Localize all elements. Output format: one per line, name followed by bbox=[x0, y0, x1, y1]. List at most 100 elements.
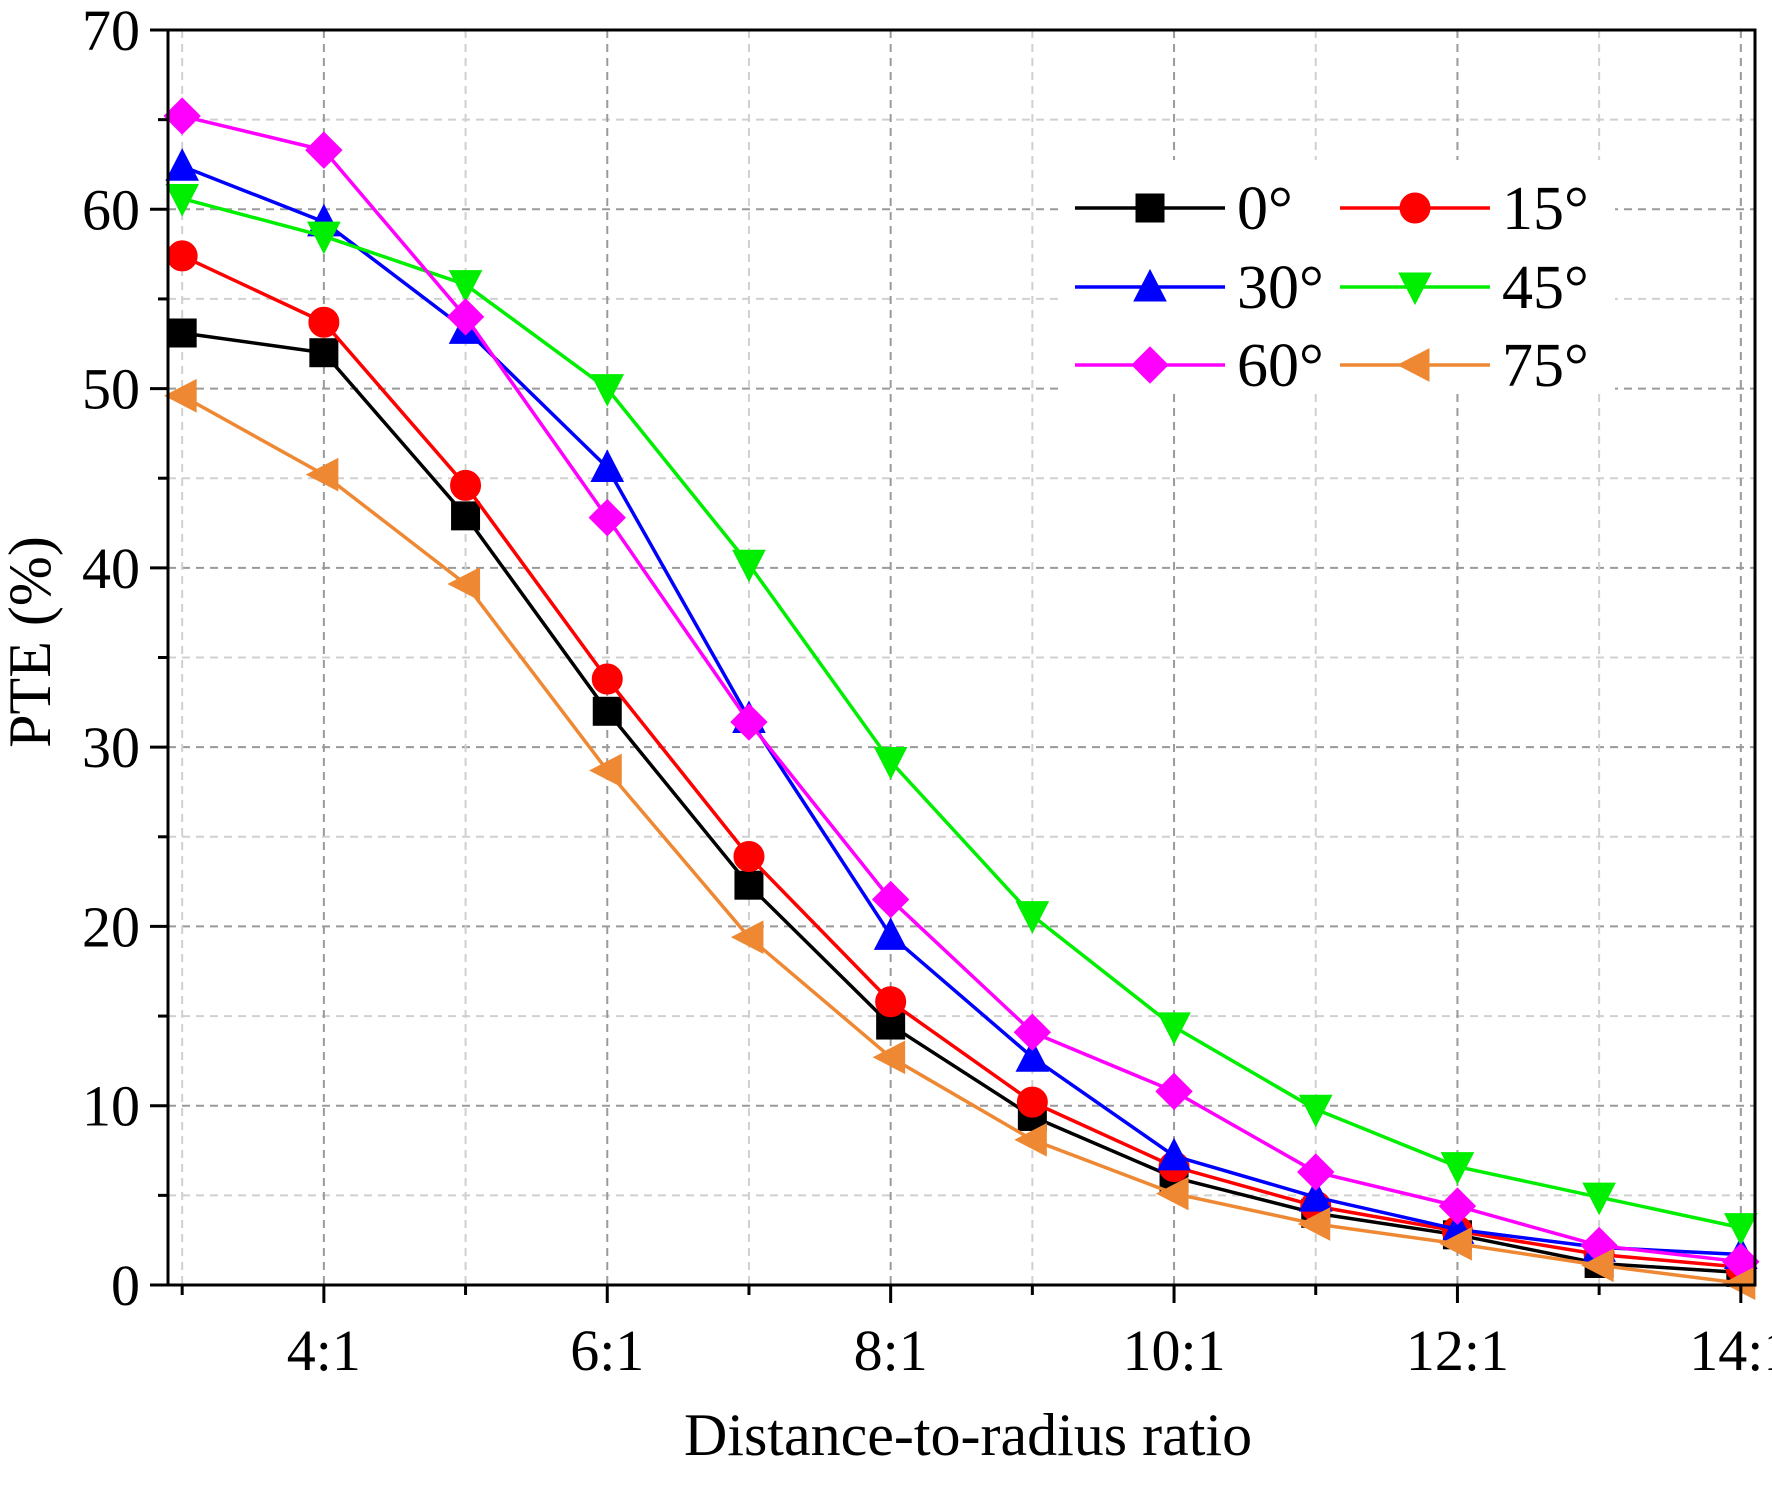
data-point bbox=[309, 338, 339, 368]
data-point bbox=[730, 920, 764, 955]
legend-label: 30° bbox=[1237, 254, 1324, 322]
y-tick-label: 10 bbox=[82, 1074, 140, 1139]
y-tick-label: 40 bbox=[82, 536, 140, 601]
x-tick-label: 12:1 bbox=[1406, 1318, 1509, 1383]
legend-marker bbox=[1398, 272, 1432, 306]
data-point bbox=[305, 457, 339, 492]
y-axis-title: PTE (%) bbox=[0, 536, 63, 748]
data-point bbox=[872, 1040, 906, 1075]
legend-marker bbox=[1133, 268, 1167, 302]
data-point bbox=[1157, 1012, 1191, 1045]
y-axis-ticks: 0 10 20 30 40 50 60 70 bbox=[82, 0, 168, 1318]
data-point bbox=[448, 270, 483, 303]
data-point bbox=[446, 298, 485, 336]
data-point bbox=[1155, 1072, 1193, 1111]
data-point bbox=[307, 221, 341, 255]
data-point bbox=[1157, 1137, 1191, 1171]
data-point bbox=[588, 498, 626, 537]
data-point bbox=[1298, 1179, 1333, 1212]
data-point bbox=[873, 917, 908, 950]
data-point bbox=[447, 567, 481, 601]
x-tick-label: 6:1 bbox=[570, 1318, 644, 1383]
y-tick-label: 60 bbox=[82, 177, 140, 242]
x-axis-title: Distance-to-radius ratio bbox=[684, 1402, 1252, 1468]
legend-item: 30° bbox=[1075, 254, 1324, 322]
series-line bbox=[181, 114, 1742, 1264]
data-point bbox=[589, 753, 622, 788]
series-line bbox=[181, 331, 1741, 1275]
data-point bbox=[1015, 901, 1050, 934]
data-point bbox=[590, 374, 625, 407]
y-tick-label: 0 bbox=[111, 1253, 140, 1318]
y-tick-label: 70 bbox=[82, 0, 140, 63]
data-point bbox=[1440, 1152, 1475, 1185]
data-point bbox=[1581, 1248, 1614, 1283]
y-tick-label: 50 bbox=[82, 357, 140, 422]
x-tick-label: 14:1 bbox=[1689, 1318, 1772, 1383]
legend-marker bbox=[1131, 346, 1169, 384]
legend-item: 60° bbox=[1075, 332, 1324, 400]
data-point bbox=[164, 378, 197, 413]
data-point bbox=[875, 986, 907, 1018]
data-point bbox=[1582, 1182, 1616, 1216]
series-5 bbox=[164, 378, 1756, 1301]
x-tick-label: 10:1 bbox=[1122, 1318, 1225, 1383]
series-line bbox=[181, 164, 1741, 1257]
legend-label: 15° bbox=[1502, 175, 1589, 243]
y-tick-label: 30 bbox=[82, 715, 140, 780]
series-3 bbox=[165, 184, 1758, 1246]
series-line bbox=[181, 254, 1741, 1269]
data-point bbox=[730, 703, 768, 741]
data-point bbox=[1016, 1086, 1048, 1118]
data-point bbox=[163, 97, 201, 135]
data-point bbox=[1013, 1013, 1052, 1051]
legend-label: 45° bbox=[1502, 254, 1589, 322]
data-point bbox=[590, 449, 625, 482]
data-point bbox=[1015, 1039, 1050, 1072]
data-point bbox=[308, 306, 340, 338]
data-point bbox=[451, 501, 481, 531]
data-point bbox=[1297, 1153, 1335, 1191]
data-point bbox=[734, 870, 764, 900]
data-point bbox=[732, 549, 766, 583]
legend: 0° 15° 30° 45° 60° 75° bbox=[1060, 160, 1615, 400]
series-line bbox=[181, 394, 1742, 1285]
series-4 bbox=[163, 97, 1760, 1281]
data-point bbox=[1438, 1187, 1477, 1225]
legend-marker bbox=[1396, 348, 1430, 382]
data-point bbox=[592, 696, 622, 726]
legend-item: 15° bbox=[1340, 175, 1589, 243]
legend-item: 75° bbox=[1340, 332, 1589, 400]
data-point bbox=[1014, 1122, 1047, 1157]
data-point bbox=[591, 663, 623, 695]
data-point bbox=[1724, 1213, 1758, 1246]
legend-item: 0° bbox=[1075, 175, 1293, 243]
legend-label: 75° bbox=[1502, 332, 1589, 400]
data-point bbox=[873, 746, 908, 780]
data-point bbox=[305, 131, 343, 169]
data-point bbox=[733, 841, 765, 873]
legend-item: 45° bbox=[1340, 254, 1589, 322]
data-point bbox=[166, 240, 198, 272]
data-point bbox=[165, 184, 199, 217]
y-tick-label: 20 bbox=[82, 894, 140, 959]
data-point bbox=[1298, 1094, 1333, 1128]
series-0 bbox=[167, 318, 1756, 1287]
data-point bbox=[1297, 1207, 1331, 1241]
data-point bbox=[871, 880, 910, 919]
data-point bbox=[450, 469, 482, 501]
data-point bbox=[167, 318, 197, 348]
data-point bbox=[165, 148, 199, 181]
x-tick-label: 4:1 bbox=[287, 1318, 361, 1383]
x-tick-label: 8:1 bbox=[854, 1318, 928, 1383]
data-point bbox=[1439, 1226, 1472, 1261]
legend-label: 0° bbox=[1237, 175, 1293, 243]
legend-marker bbox=[1135, 193, 1165, 223]
legend-marker bbox=[1399, 192, 1431, 224]
series-line bbox=[181, 196, 1742, 1230]
series-lines bbox=[163, 97, 1760, 1301]
legend-label: 60° bbox=[1237, 332, 1324, 400]
x-axis-ticks: 4:1 6:1 8:1 10:1 12:1 14:1 bbox=[180, 1285, 1772, 1383]
data-point bbox=[1155, 1176, 1189, 1211]
